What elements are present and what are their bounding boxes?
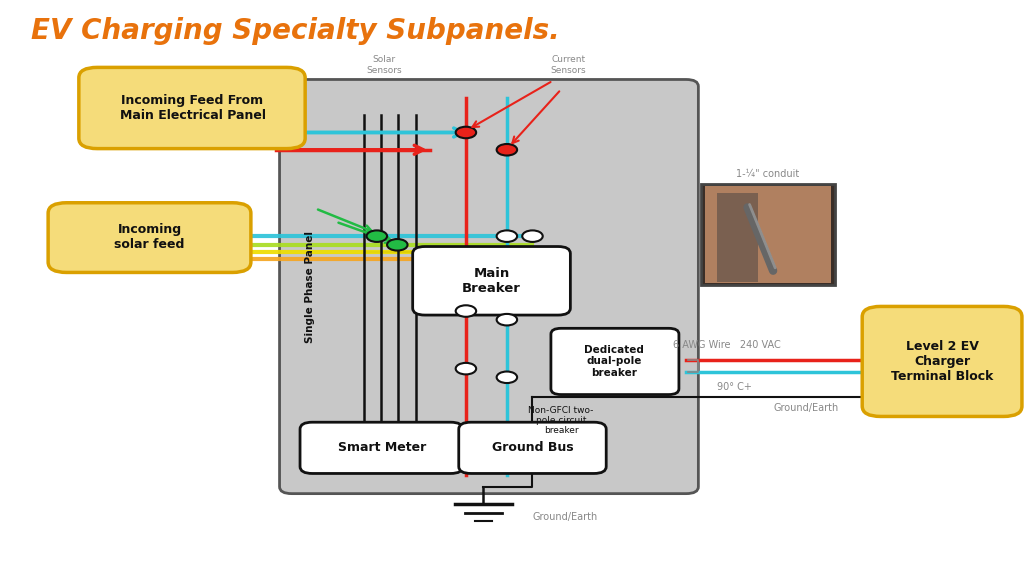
- Text: P1: P1: [859, 348, 876, 358]
- Text: EV Charging Specialty Subpanels.: EV Charging Specialty Subpanels.: [31, 17, 559, 46]
- FancyBboxPatch shape: [717, 193, 758, 282]
- Text: Ground/Earth: Ground/Earth: [773, 403, 839, 413]
- Text: Incoming Feed From
Main Electrical Panel: Incoming Feed From Main Electrical Panel: [120, 94, 265, 122]
- Circle shape: [497, 314, 517, 325]
- Text: Single Phase Panel: Single Phase Panel: [305, 230, 315, 343]
- Text: P2: P2: [859, 374, 876, 384]
- Circle shape: [456, 363, 476, 374]
- FancyBboxPatch shape: [459, 422, 606, 473]
- Text: Incoming
solar feed: Incoming solar feed: [115, 223, 184, 251]
- FancyBboxPatch shape: [701, 184, 835, 285]
- FancyBboxPatch shape: [862, 306, 1022, 416]
- Text: Main
Breaker: Main Breaker: [462, 267, 521, 294]
- Circle shape: [497, 372, 517, 383]
- Text: Non-GFCI two-
pole circuit
breaker: Non-GFCI two- pole circuit breaker: [528, 406, 594, 435]
- FancyBboxPatch shape: [79, 67, 305, 149]
- Text: Level 2 EV
Charger
Terminal Block: Level 2 EV Charger Terminal Block: [891, 340, 993, 382]
- Text: 6 AWG Wire   240 VAC: 6 AWG Wire 240 VAC: [673, 340, 781, 350]
- Circle shape: [456, 305, 476, 317]
- Circle shape: [367, 230, 387, 242]
- Text: 1-¼" conduit: 1-¼" conduit: [736, 169, 800, 179]
- Text: Ground/Earth: Ground/Earth: [532, 511, 598, 522]
- Text: 90° C+: 90° C+: [717, 382, 752, 392]
- Text: Dedicated
dual-pole
breaker: Dedicated dual-pole breaker: [585, 344, 644, 378]
- Circle shape: [497, 230, 517, 242]
- Circle shape: [387, 239, 408, 251]
- Text: Current
Sensors: Current Sensors: [551, 55, 586, 75]
- FancyBboxPatch shape: [280, 79, 698, 494]
- Text: Smart Meter: Smart Meter: [338, 441, 426, 454]
- Text: Ground Bus: Ground Bus: [492, 441, 573, 454]
- Circle shape: [522, 230, 543, 242]
- FancyBboxPatch shape: [413, 247, 570, 315]
- FancyBboxPatch shape: [300, 422, 463, 473]
- Text: Solar
Sensors: Solar Sensors: [367, 55, 401, 75]
- FancyBboxPatch shape: [48, 203, 251, 272]
- Circle shape: [456, 127, 476, 138]
- FancyBboxPatch shape: [551, 328, 679, 395]
- FancyBboxPatch shape: [705, 186, 831, 283]
- Circle shape: [497, 144, 517, 156]
